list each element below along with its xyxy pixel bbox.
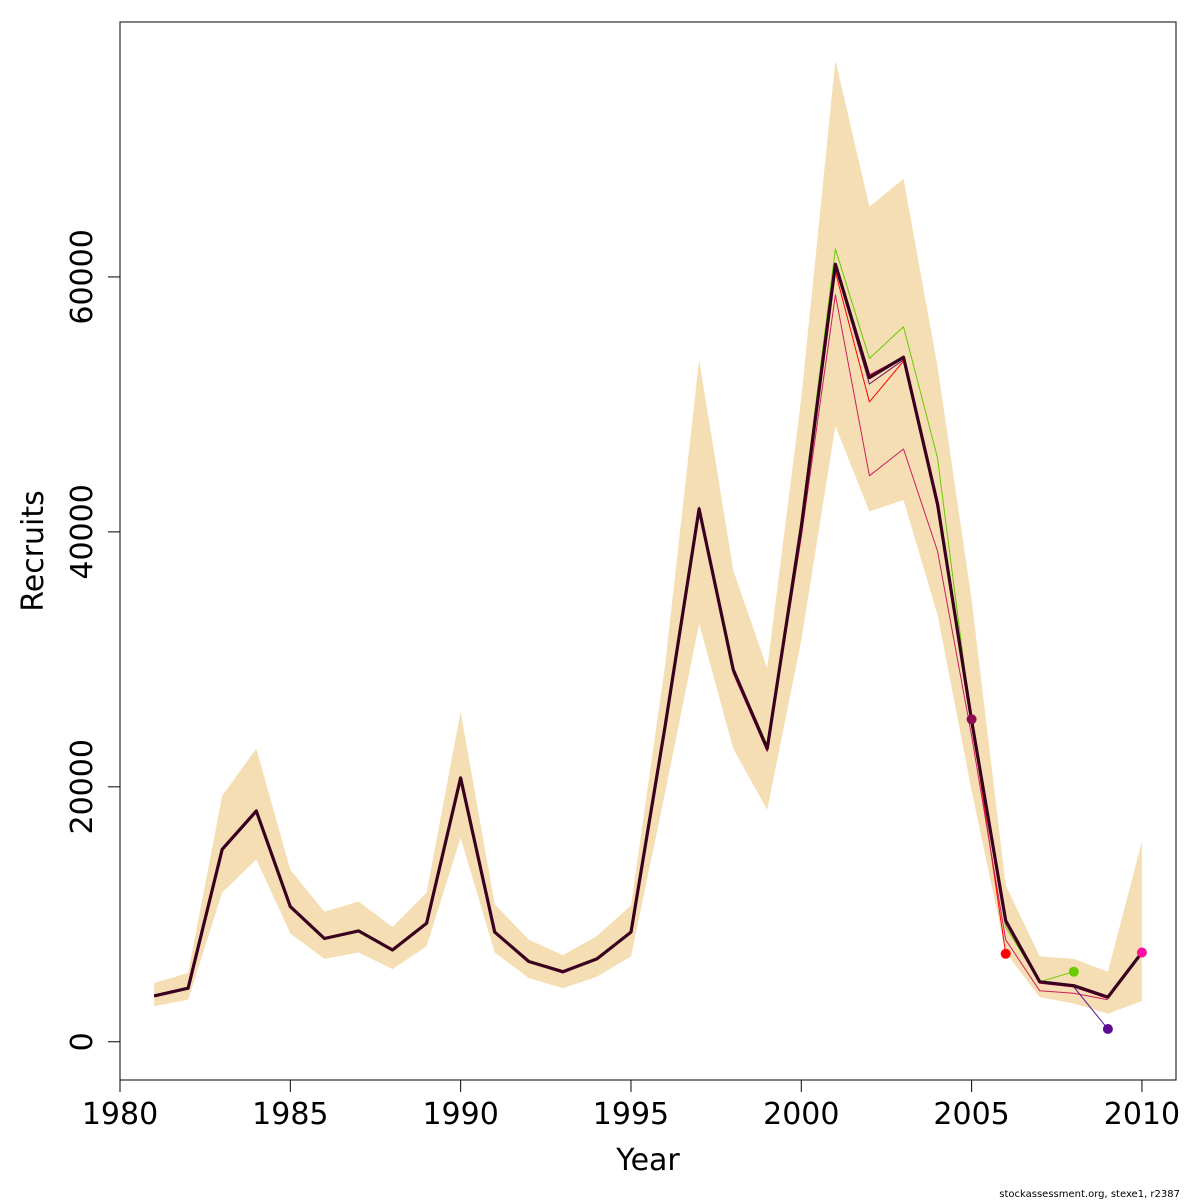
x-axis-title: Year [615, 1143, 680, 1178]
x-tick-label: 1990 [422, 1097, 498, 1132]
x-axis: 1980 1985 1990 1995 2000 2005 2010 [82, 1079, 1180, 1132]
series-endpoint-0 [1136, 947, 1147, 958]
y-axis: 0 20000 40000 60000 [65, 229, 121, 1051]
confidence-band-layer [154, 60, 1142, 1014]
series-tail-1 [1073, 986, 1109, 1030]
series-endpoint-3 [1000, 948, 1011, 959]
y-tick-label: 0 [65, 1032, 100, 1051]
x-tick-label: 2005 [933, 1097, 1009, 1132]
confidence-band [154, 60, 1142, 1014]
series-endpoint-4 [966, 714, 977, 725]
series-line-0 [153, 262, 1144, 999]
x-tick-label: 1995 [593, 1097, 669, 1132]
series-endpoint-2 [1068, 966, 1079, 977]
x-tick-label: 1985 [252, 1097, 328, 1132]
y-axis-title: Recruits [16, 490, 51, 612]
x-tick-label: 2010 [1104, 1097, 1180, 1132]
y-tick-label: 60000 [65, 229, 100, 324]
x-tick-label: 2000 [763, 1097, 839, 1132]
y-tick-label: 20000 [65, 739, 100, 834]
y-tick-label: 40000 [65, 484, 100, 579]
series-endpoint-1 [1102, 1024, 1113, 1034]
series-layer [153, 248, 1144, 1030]
x-tick-label: 1980 [82, 1097, 158, 1132]
footer-credit: stockassessment.org, stexe1, r2387 [999, 1189, 1180, 1200]
endpoint-layer [966, 714, 1147, 1034]
